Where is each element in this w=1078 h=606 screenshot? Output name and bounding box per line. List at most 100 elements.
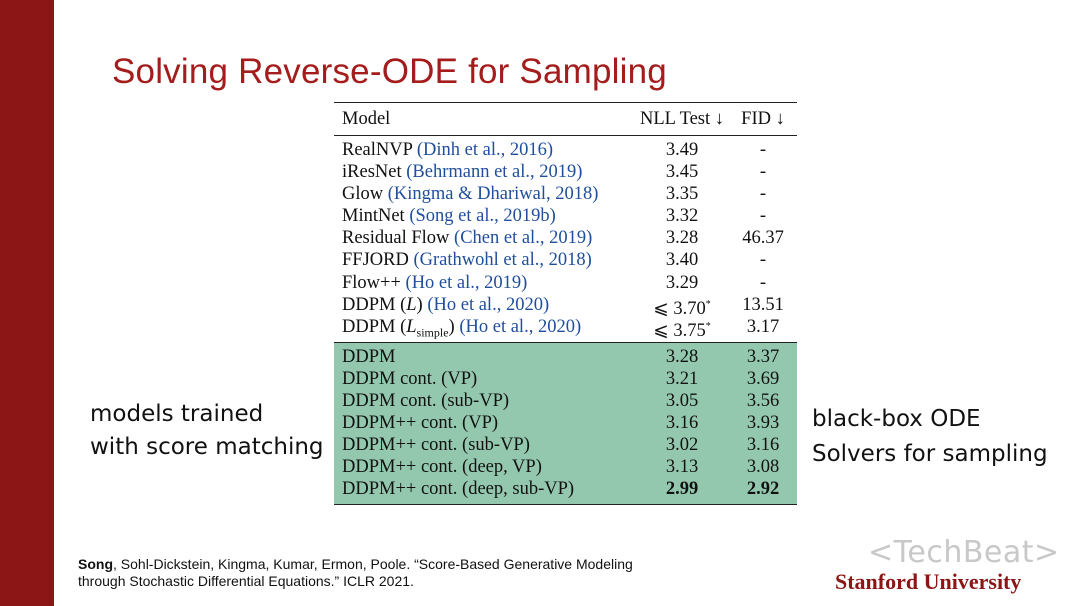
model-name: MintNet — [342, 206, 405, 227]
fid-value: 3.69 — [746, 368, 780, 389]
table-row: MintNet (Song et al., 2019b) 3.32 - — [334, 205, 797, 227]
fid-value: - — [759, 206, 767, 227]
nll-value: 3.05 — [665, 391, 699, 412]
model-name: FFJORD — [342, 250, 409, 271]
nll-value: 3.49 — [665, 140, 699, 160]
model-name: DDPM cont. (sub-VP) — [342, 391, 510, 412]
citation-link[interactable]: (Ho et al., 2020) — [427, 294, 550, 315]
citation-link[interactable]: (Dinh et al., 2016) — [416, 140, 554, 160]
citation-link[interactable]: (Grathwohl et al., 2018) — [413, 250, 592, 271]
model-name: DDPM — [342, 346, 396, 367]
slide-title: Solving Reverse-ODE for Sampling — [112, 52, 667, 91]
table-row: FFJORD (Grathwohl et al., 2018) 3.40 - — [334, 249, 797, 271]
model-name: RealNVP — [342, 140, 413, 160]
table-bottom-rule — [334, 503, 797, 505]
fid-value: - — [759, 184, 767, 205]
techbeat-watermark: <TechBeat> — [868, 535, 1060, 570]
table-row: Residual Flow (Chen et al., 2019) 3.28 4… — [334, 227, 797, 249]
table-row-ddpm-lsimple: DDPM (Lsimple) (Ho et al., 2020) ⩽ 3.75*… — [334, 316, 797, 341]
nll-value: 3.16 — [665, 413, 699, 434]
table-row: DDPM 3.28 3.37 — [334, 346, 797, 368]
fid-value: - — [759, 272, 767, 293]
left-annotation-line: with score matching — [90, 434, 324, 460]
citation-link[interactable]: (Ho et al., 2020) — [459, 316, 582, 337]
left-sidebar-band — [0, 0, 54, 606]
nll-value: ⩽ 3.75 — [653, 320, 706, 341]
reference-text: , Sohl-Dickstein, Kingma, Kumar, Ermon, … — [113, 556, 633, 572]
model-prefix: DDPM ( — [342, 316, 407, 337]
citation-link[interactable]: (Behrmann et al., 2019) — [406, 162, 583, 183]
reference-text-line2: through Stochastic Differential Equation… — [78, 573, 414, 589]
citation-link[interactable]: (Ho et al., 2019) — [405, 272, 528, 293]
table-row-ddpm-l: DDPM (L) (Ho et al., 2020) ⩽ 3.70* 13.51 — [334, 294, 797, 319]
nll-value: 3.28 — [665, 346, 699, 367]
reference-author: Song — [78, 556, 113, 572]
table-row: DDPM++ cont. (deep, VP) 3.13 3.08 — [334, 456, 797, 478]
nll-value: 3.35 — [665, 184, 699, 205]
header-fid: FID ↓ — [741, 109, 785, 129]
footnote-star: * — [705, 298, 711, 310]
fid-value: 3.93 — [746, 413, 780, 434]
citation-link[interactable]: (Song et al., 2019b) — [409, 206, 556, 227]
citation-link[interactable]: (Chen et al., 2019) — [454, 228, 593, 249]
table-row: Flow++ (Ho et al., 2019) 3.29 - — [334, 272, 797, 294]
table-row: DDPM++ cont. (deep, sub-VP) 2.99 2.92 — [334, 478, 797, 500]
header-rule — [334, 135, 797, 136]
table-row: RealNVP (Dinh et al., 2016) 3.49 - — [334, 139, 797, 161]
table-row: DDPM cont. (sub-VP) 3.05 3.56 — [334, 390, 797, 412]
reference-citation: Song, Sohl-Dickstein, Kingma, Kumar, Erm… — [78, 556, 633, 590]
fid-value: 3.08 — [746, 457, 780, 478]
model-name: DDPM++ cont. (VP) — [342, 413, 499, 434]
citation-link[interactable]: (Kingma & Dhariwal, 2018) — [387, 184, 599, 205]
fid-value: 2.92 — [746, 479, 780, 500]
model-name: DDPM++ cont. (deep, VP) — [342, 457, 542, 478]
nll-value: 3.21 — [665, 368, 699, 389]
nll-value: 3.29 — [665, 272, 699, 293]
stanford-logo-text: Stanford University — [835, 569, 1022, 594]
nll-value: 3.28 — [665, 228, 699, 249]
model-suffix: ) — [416, 294, 423, 315]
right-annotation-line: black-box ODE — [812, 406, 981, 432]
right-annotation: black-box ODE Solvers for sampling — [812, 402, 1048, 472]
model-name: DDPM++ cont. (deep, sub-VP) — [342, 479, 575, 500]
model-name: Flow++ — [342, 272, 401, 293]
nll-value: 3.13 — [665, 457, 699, 478]
table-row: DDPM++ cont. (VP) 3.16 3.93 — [334, 412, 797, 434]
model-name: Residual Flow — [342, 228, 450, 249]
model-prefix: DDPM ( — [342, 294, 407, 315]
fid-value: 3.37 — [746, 346, 780, 367]
fid-value: 3.56 — [746, 391, 780, 412]
model-name: DDPM cont. (VP) — [342, 368, 478, 389]
fid-value: - — [759, 140, 767, 160]
model-suffix: ) — [448, 316, 455, 337]
nll-value: 3.45 — [665, 162, 699, 183]
fid-value: - — [759, 162, 767, 183]
table-top-rule — [334, 102, 797, 103]
table-row: DDPM cont. (VP) 3.21 3.69 — [334, 368, 797, 390]
math-symbol: L — [406, 294, 417, 315]
results-table: Model NLL Test ↓ FID ↓ RealNVP (Dinh et … — [334, 102, 797, 505]
model-name: Glow — [342, 184, 384, 205]
model-name: iResNet — [342, 162, 402, 183]
nll-value: ⩽ 3.70 — [653, 298, 706, 319]
section-rule — [334, 341, 797, 343]
table-row: DDPM++ cont. (sub-VP) 3.02 3.16 — [334, 434, 797, 456]
nll-value: 3.02 — [665, 435, 699, 456]
fid-value: 3.17 — [746, 316, 780, 337]
nll-value: 3.32 — [665, 206, 699, 227]
header-nll: NLL Test ↓ — [640, 109, 724, 129]
model-name: DDPM++ cont. (sub-VP) — [342, 435, 530, 456]
footnote-star: * — [705, 320, 711, 332]
table-header-row: Model NLL Test ↓ FID ↓ — [334, 103, 797, 135]
table-row: iResNet (Behrmann et al., 2019) 3.45 - — [334, 161, 797, 183]
fid-value: - — [759, 250, 767, 271]
table-row: Glow (Kingma & Dhariwal, 2018) 3.35 - — [334, 183, 797, 205]
nll-value: 3.40 — [665, 250, 699, 271]
left-annotation-line: models trained — [90, 401, 264, 427]
nll-value: 2.99 — [665, 479, 699, 500]
fid-value: 13.51 — [742, 294, 784, 315]
left-annotation: models trained with score matching — [90, 398, 324, 464]
math-subscript: simple — [416, 325, 449, 340]
fid-value: 46.37 — [742, 228, 784, 249]
fid-value: 3.16 — [746, 435, 780, 456]
